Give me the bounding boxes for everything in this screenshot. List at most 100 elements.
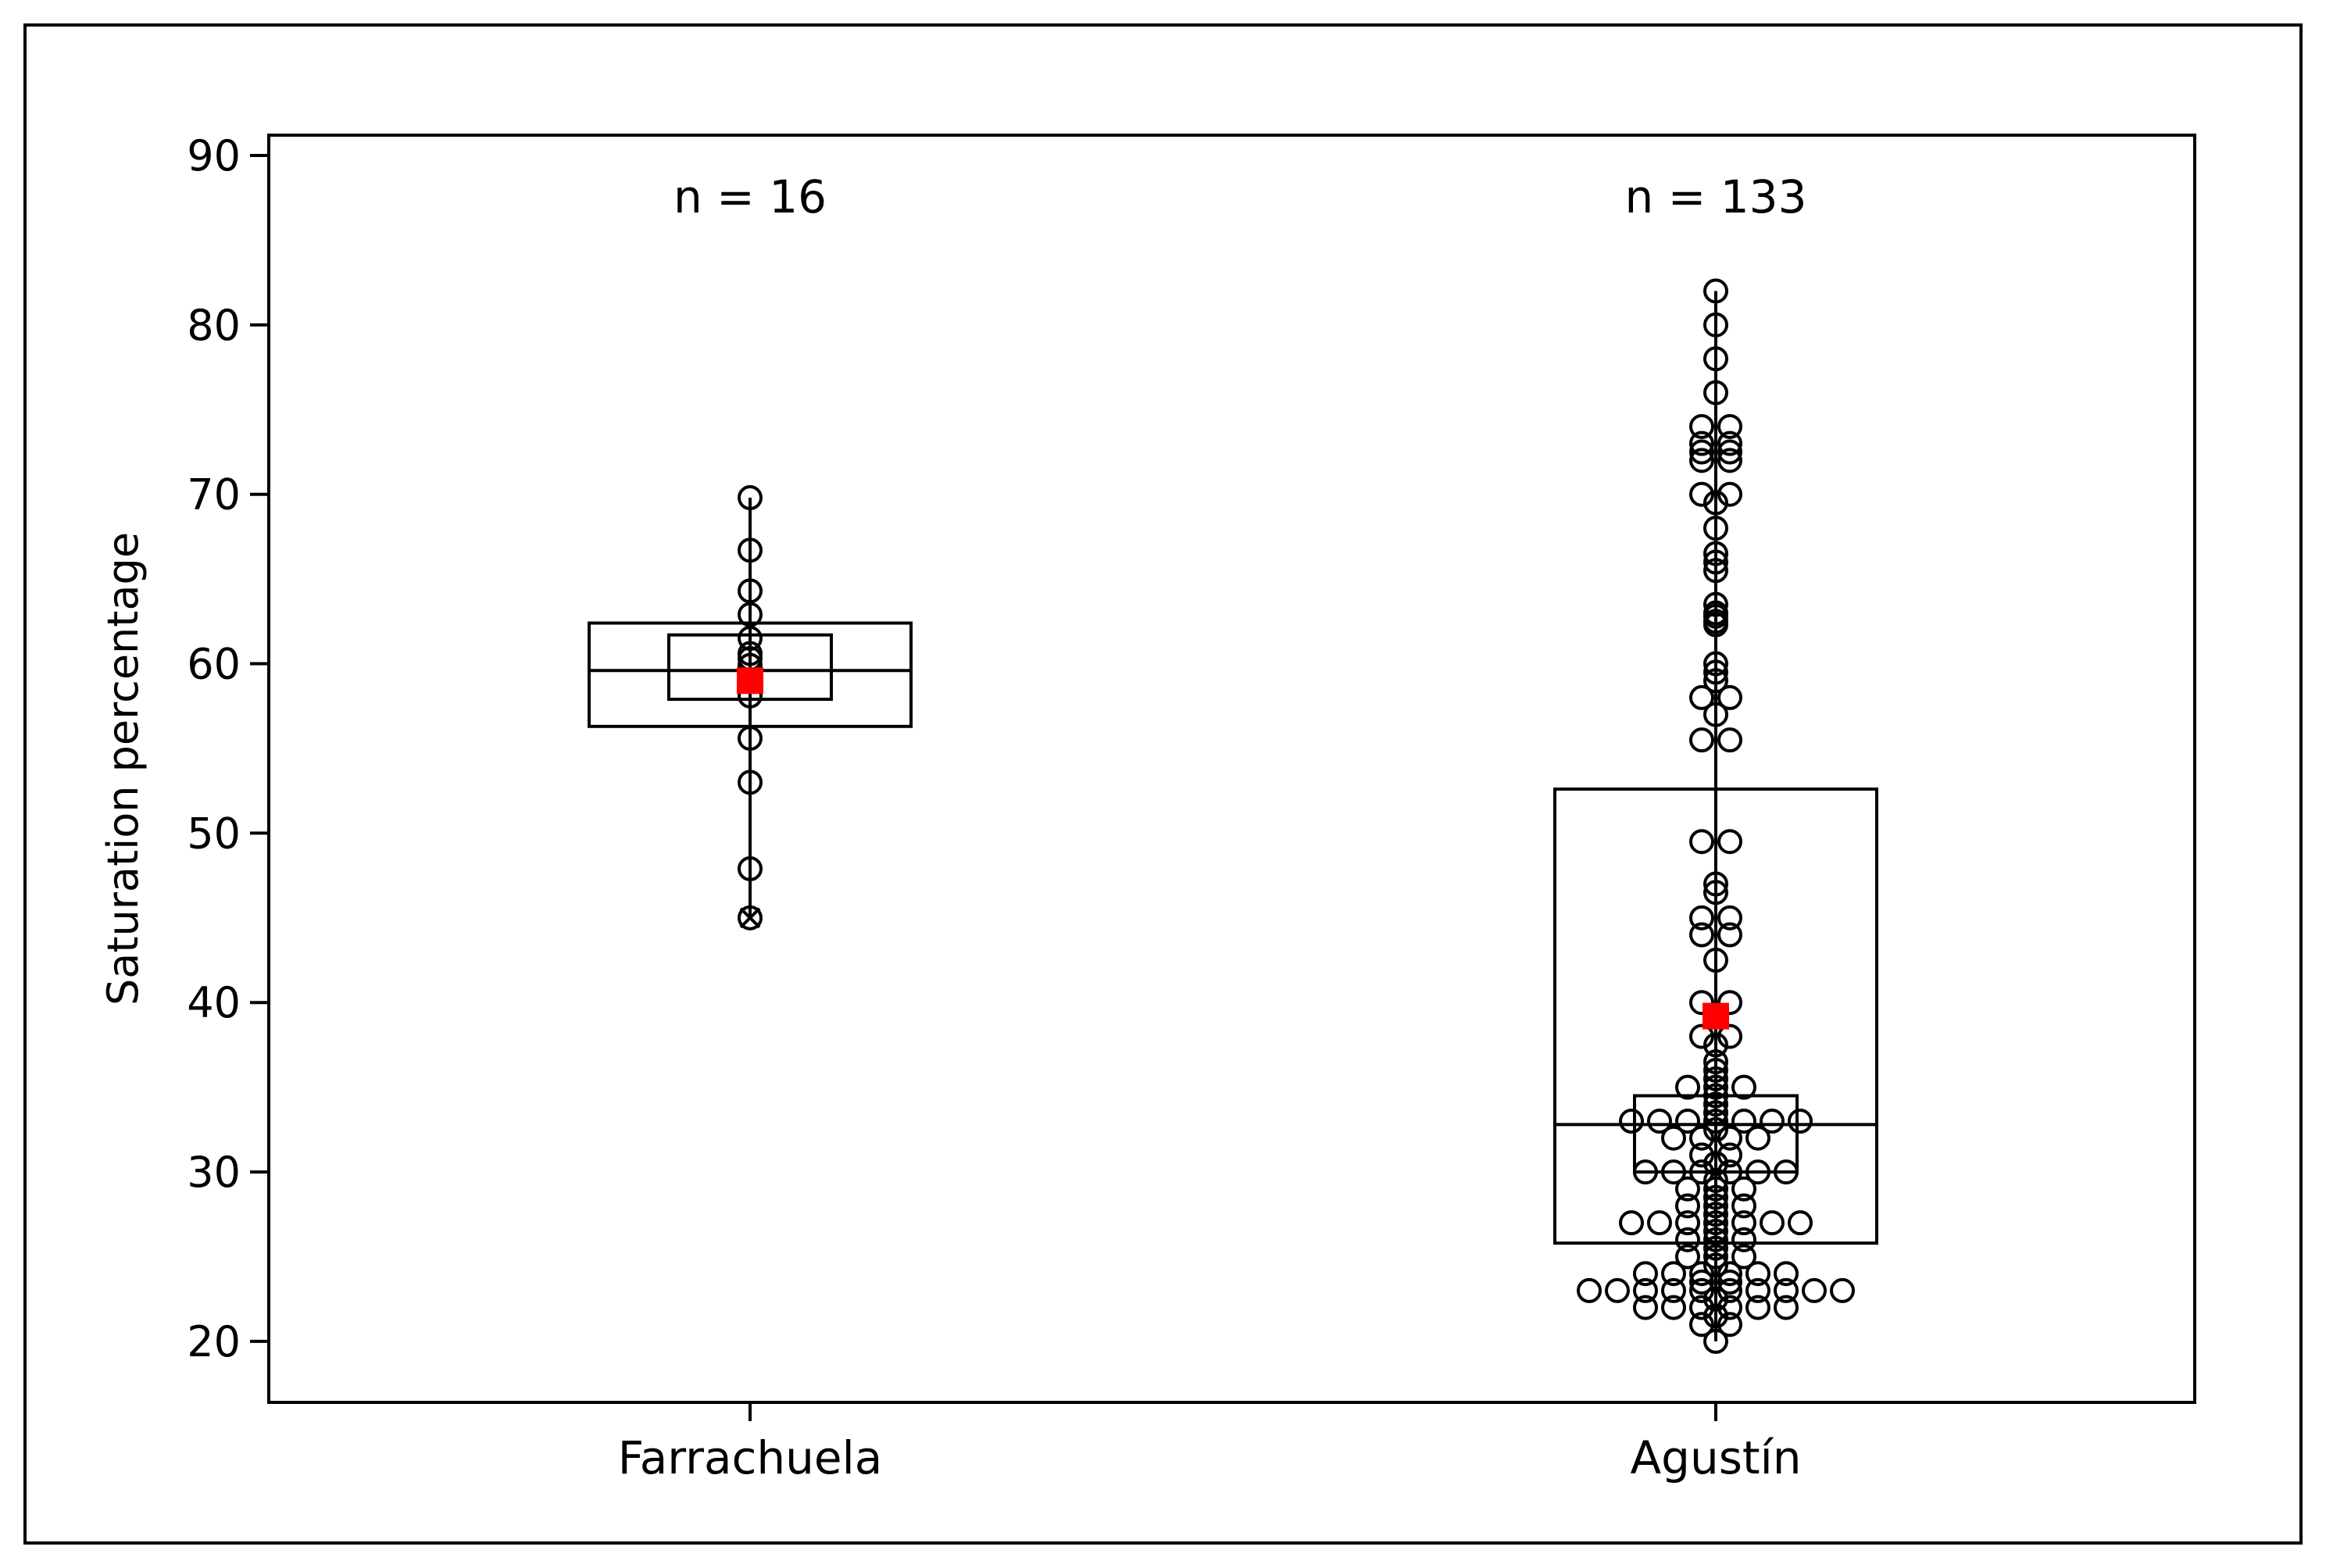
data-point (1717, 1023, 1742, 1049)
data-point (1703, 668, 1728, 694)
data-point (1703, 1227, 1728, 1252)
data-point (738, 602, 763, 627)
data-point (1703, 541, 1728, 566)
data-point (1717, 1142, 1742, 1168)
data-point (1647, 1109, 1672, 1134)
data-point (1689, 1142, 1714, 1168)
x-category-label: Farrachuela (618, 1431, 883, 1484)
y-tick-label: 80 (187, 301, 241, 350)
data-point (1717, 1295, 1742, 1320)
data-point (1731, 1244, 1756, 1270)
data-point (1774, 1295, 1799, 1320)
data-point (1745, 1277, 1770, 1303)
data-point (1717, 905, 1742, 930)
data-point (1689, 684, 1714, 710)
data-point (1703, 346, 1728, 372)
y-tick-label: 30 (187, 1148, 241, 1197)
data-point (1703, 1303, 1728, 1329)
data-point (1717, 990, 1742, 1016)
data-point (1689, 1270, 1714, 1295)
data-point (1619, 1210, 1644, 1236)
data-point (1633, 1261, 1658, 1287)
data-point (1633, 1295, 1658, 1320)
data-point (1647, 1210, 1672, 1236)
data-point (1689, 481, 1714, 507)
data-point (1717, 481, 1742, 507)
data-point (738, 538, 763, 563)
data-point (1760, 1109, 1785, 1134)
data-point (1760, 1210, 1785, 1236)
data-point (1675, 1074, 1700, 1100)
data-point (1703, 1210, 1728, 1236)
data-point (1689, 439, 1714, 465)
data-point (1689, 1261, 1714, 1287)
data-point (1689, 1295, 1714, 1320)
data-point (1774, 1159, 1799, 1185)
data-point (1717, 439, 1742, 465)
data-point (738, 770, 763, 795)
box-group: n = 16 (588, 170, 913, 930)
data-point (1703, 1049, 1728, 1075)
data-point (738, 855, 763, 881)
data-point (1745, 1295, 1770, 1320)
data-point (1703, 549, 1728, 575)
data-point (1703, 1109, 1728, 1134)
y-tick-label: 20 (187, 1317, 241, 1366)
data-point (1703, 1091, 1728, 1117)
data-point (1689, 1159, 1714, 1185)
data-point (1661, 1295, 1686, 1320)
y-axis-title: Saturation percentage (98, 532, 148, 1005)
data-point (1661, 1261, 1686, 1287)
data-point (1675, 1244, 1700, 1270)
data-point (1675, 1210, 1700, 1236)
median-ci-box (667, 633, 833, 702)
data-point (1633, 1159, 1658, 1185)
data-point (1745, 1159, 1770, 1185)
data-point (1717, 430, 1742, 456)
data-point (1717, 1270, 1742, 1295)
data-point (1703, 1176, 1728, 1202)
data-point (1661, 1125, 1686, 1151)
data-point (1703, 380, 1728, 405)
data-point (1774, 1261, 1799, 1287)
data-point (1703, 1184, 1728, 1210)
box-groups: n = 16 n = 133 (588, 170, 1878, 1354)
data-point (1703, 612, 1728, 638)
data-point (1703, 312, 1728, 338)
data-point (1731, 1210, 1756, 1236)
data-point (1703, 1202, 1728, 1227)
data-point (1703, 659, 1728, 685)
data-point (1703, 490, 1728, 516)
data-point (738, 485, 763, 511)
data-point (1689, 829, 1714, 855)
data-point (1703, 278, 1728, 304)
data-point (1689, 1125, 1714, 1151)
data-point (1661, 1159, 1686, 1185)
data-point (1689, 1277, 1714, 1303)
data-point (1830, 1277, 1855, 1303)
plot-area (267, 134, 2196, 1404)
box-group: n = 133 (1553, 170, 1878, 1354)
data-point (1802, 1277, 1827, 1303)
data-point (1717, 413, 1742, 439)
data-point (1745, 1125, 1770, 1151)
data-point (1703, 702, 1728, 727)
data-point (738, 905, 763, 930)
data-point (1703, 948, 1728, 973)
data-point (1717, 1277, 1742, 1303)
data-point (1717, 1125, 1742, 1151)
data-point (1703, 1328, 1728, 1354)
data-point (1717, 684, 1742, 710)
data-point (1717, 1159, 1742, 1185)
data-point (1745, 1261, 1770, 1287)
data-point (1703, 1116, 1728, 1142)
data-point (1703, 1167, 1728, 1193)
data-point (1689, 448, 1714, 473)
data-point (1661, 1277, 1686, 1303)
data-point (1703, 1244, 1728, 1270)
data-point (738, 578, 763, 604)
data-point (1689, 990, 1714, 1016)
data-point (1605, 1277, 1630, 1303)
outlier-marker (739, 907, 761, 929)
